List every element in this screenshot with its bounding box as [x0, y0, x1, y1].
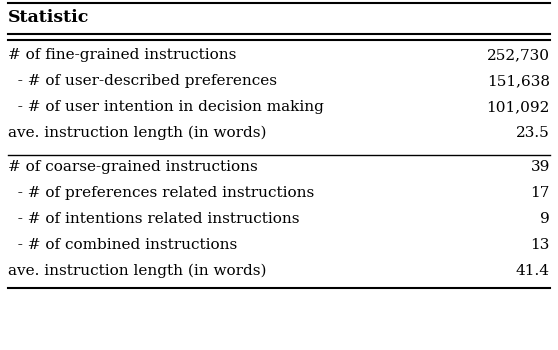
Text: 252,730: 252,730: [487, 48, 550, 62]
Text: ave. instruction length (in words): ave. instruction length (in words): [8, 126, 267, 140]
Text: # of fine-grained instructions: # of fine-grained instructions: [8, 48, 237, 62]
Text: 13: 13: [531, 238, 550, 252]
Text: - # of intentions related instructions: - # of intentions related instructions: [8, 212, 300, 226]
Text: - # of user-described preferences: - # of user-described preferences: [8, 74, 277, 88]
Text: 41.4: 41.4: [516, 264, 550, 278]
Text: - # of combined instructions: - # of combined instructions: [8, 238, 237, 252]
Text: 39: 39: [531, 160, 550, 174]
Text: - # of preferences related instructions: - # of preferences related instructions: [8, 186, 314, 200]
Text: 23.5: 23.5: [516, 126, 550, 140]
Text: 151,638: 151,638: [487, 74, 550, 88]
Text: 17: 17: [531, 186, 550, 200]
Text: - # of user intention in decision making: - # of user intention in decision making: [8, 100, 324, 114]
Text: 101,092: 101,092: [487, 100, 550, 114]
Text: Statistic: Statistic: [8, 9, 89, 27]
Text: 9: 9: [540, 212, 550, 226]
Text: ave. instruction length (in words): ave. instruction length (in words): [8, 264, 267, 278]
Text: # of coarse-grained instructions: # of coarse-grained instructions: [8, 160, 258, 174]
